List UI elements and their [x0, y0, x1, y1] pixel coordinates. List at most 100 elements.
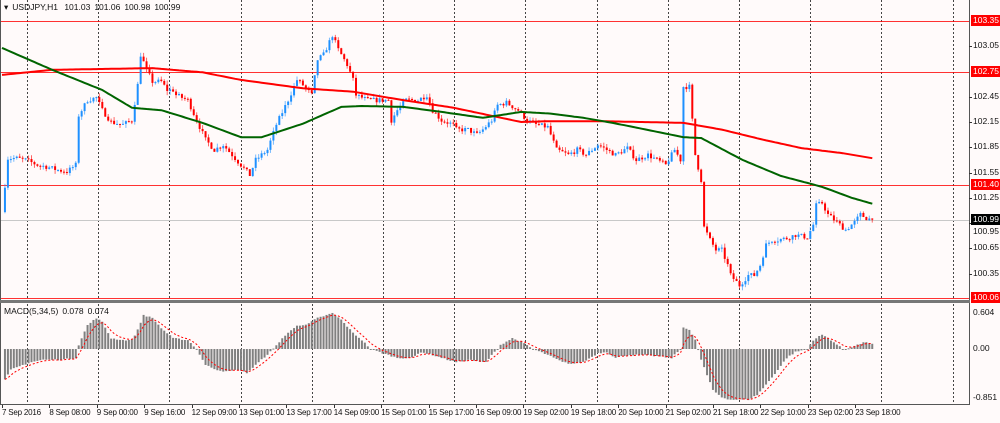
macd-label: MACD(5,34,5) 0.078 0.074 — [4, 306, 113, 316]
macd-bar — [334, 315, 337, 349]
candle-body — [658, 157, 661, 161]
candle-body — [269, 140, 272, 150]
candle-body — [579, 147, 582, 150]
macd-bar — [104, 327, 107, 349]
candle — [248, 169, 251, 177]
candle-body — [422, 97, 425, 100]
candle-body — [473, 131, 475, 133]
candle-body — [815, 203, 818, 225]
macd-bar — [160, 328, 163, 349]
candle-body — [248, 169, 251, 177]
candle — [172, 86, 175, 93]
candle-body — [859, 212, 862, 217]
time-tick-label: 14 Sep 09:00 — [333, 408, 379, 417]
candle-body — [228, 148, 231, 153]
candle-body — [434, 112, 437, 114]
candle — [688, 81, 691, 92]
candle-body — [644, 158, 647, 160]
candle — [189, 97, 192, 112]
candle — [310, 89, 313, 95]
price-tick-label: 101.25 — [973, 191, 999, 202]
candle-body — [104, 108, 107, 117]
candle — [228, 146, 231, 153]
macd-bar — [402, 349, 405, 359]
macd-bar — [812, 340, 815, 349]
candle — [779, 238, 782, 244]
candle — [62, 169, 65, 175]
candle — [611, 149, 614, 156]
candle — [481, 126, 484, 134]
candle-body — [254, 157, 257, 168]
candle-body — [284, 105, 287, 114]
macd-tick-label: -0.851 — [973, 392, 998, 402]
macd-bar — [113, 338, 116, 349]
candle — [470, 127, 473, 136]
price-tick-label: 101.85 — [973, 141, 999, 152]
candle-body — [296, 80, 298, 86]
candle — [328, 37, 331, 54]
macd-bar — [210, 349, 213, 368]
candle-body — [685, 86, 688, 90]
candle-body — [475, 131, 478, 133]
macd-bar — [700, 349, 703, 360]
candle — [785, 236, 788, 241]
candle-body — [239, 163, 242, 167]
macd-bar — [756, 349, 759, 396]
candle-body — [481, 129, 484, 132]
collapse-triangle-icon[interactable]: ▾ — [4, 2, 9, 12]
candle — [567, 150, 570, 155]
candle — [263, 151, 266, 156]
candle-body — [428, 97, 431, 104]
candle — [499, 103, 502, 106]
price-tick — [969, 223, 972, 225]
macd-bar — [614, 349, 617, 358]
macd-bar — [602, 349, 605, 353]
candle-body — [145, 61, 148, 68]
macd-bar — [794, 349, 797, 352]
macd-bar — [449, 349, 452, 361]
candle-body — [484, 127, 487, 130]
candle — [723, 243, 726, 263]
pane-separator[interactable] — [0, 300, 970, 303]
candle-body — [779, 239, 782, 242]
candle — [703, 181, 706, 228]
macd-bar — [281, 338, 284, 349]
candle-body — [204, 131, 207, 138]
candle — [549, 122, 552, 136]
candle — [281, 109, 284, 120]
macd-bar — [39, 349, 42, 361]
candle — [12, 155, 15, 162]
macd-bar — [77, 345, 80, 349]
candle-body — [384, 99, 387, 102]
candle-body — [711, 238, 714, 245]
candle — [293, 82, 296, 98]
candle — [529, 117, 532, 124]
macd-bar — [95, 318, 98, 349]
candle-body — [652, 157, 655, 159]
macd-bar — [301, 325, 304, 349]
candle-body — [732, 273, 735, 279]
candle-body — [18, 156, 21, 158]
candle — [396, 107, 399, 118]
macd-bar — [667, 349, 670, 358]
macd-bar — [785, 349, 788, 359]
macd-bar — [478, 349, 481, 362]
candle-body — [617, 152, 620, 154]
candle-body — [136, 83, 139, 105]
candle — [647, 150, 650, 161]
candle-body — [366, 97, 369, 99]
candle-body — [325, 50, 328, 53]
candle-body — [151, 73, 154, 83]
time-tick — [807, 405, 809, 408]
macd-bar — [293, 328, 296, 349]
macd-bar — [467, 349, 470, 360]
current-price-tag: 100.99 — [971, 213, 1000, 225]
candle-body — [759, 265, 762, 271]
macd-bar — [172, 337, 175, 349]
candle-body — [319, 55, 322, 61]
candle — [782, 236, 785, 241]
macd-bar — [437, 349, 440, 357]
macd-bar — [352, 332, 355, 349]
candle-body — [458, 127, 461, 129]
candle — [36, 163, 39, 168]
